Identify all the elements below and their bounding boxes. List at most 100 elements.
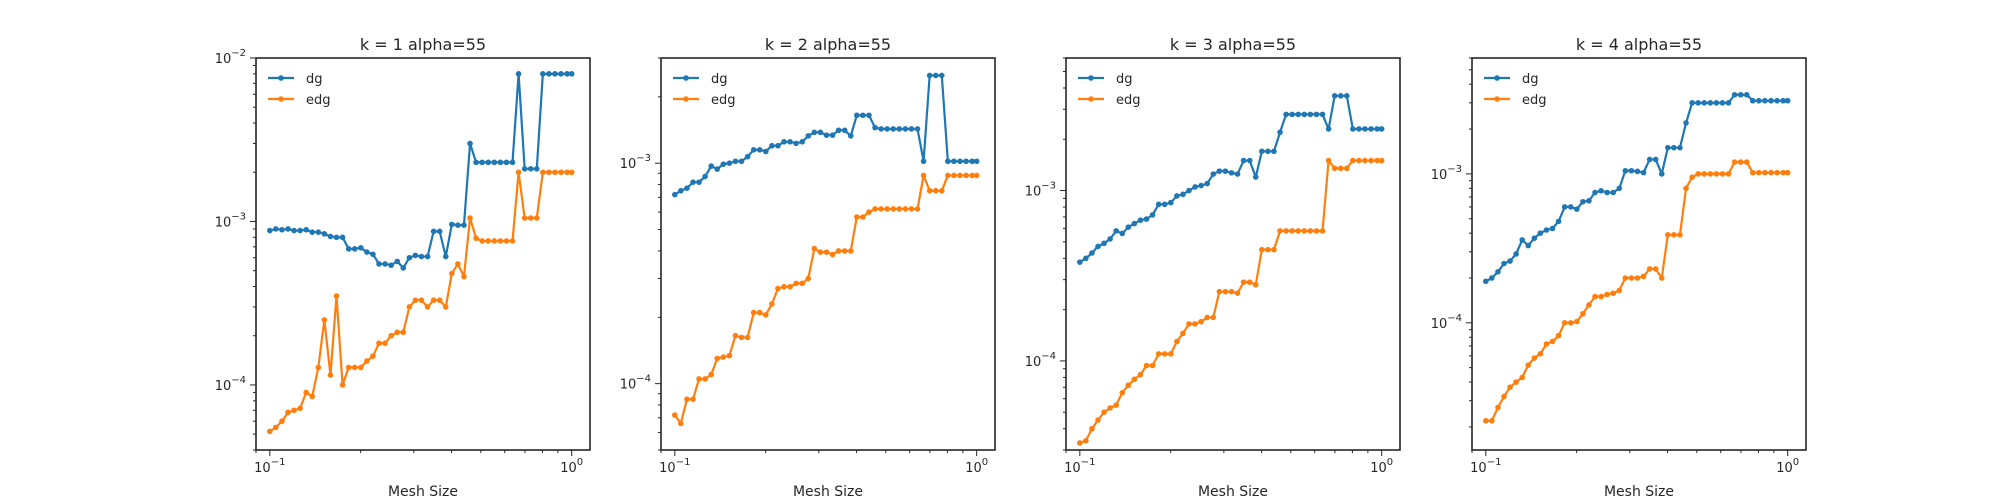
plot-frame <box>660 57 996 451</box>
legend-marker-edg <box>1494 96 1500 102</box>
data-point-edg <box>400 329 407 336</box>
y-tick-label-0-0: 10−4 <box>215 375 246 394</box>
data-point-dg <box>406 254 413 261</box>
data-point-dg <box>823 132 830 138</box>
data-point-dg <box>1283 111 1289 118</box>
data-point-dg <box>382 261 388 267</box>
data-point-dg <box>1567 204 1574 210</box>
chart-title: k = 2 alpha=55 <box>765 35 891 54</box>
legend-label-edg: edg <box>711 93 736 108</box>
data-point-dg <box>805 133 812 139</box>
data-point-dg <box>708 163 715 169</box>
data-point-edg <box>672 412 678 418</box>
data-point-edg <box>945 172 951 179</box>
data-point-edg <box>1519 374 1526 381</box>
data-point-edg <box>1210 314 1217 321</box>
data-point-edg <box>424 304 431 310</box>
data-point-edg <box>297 405 303 412</box>
data-point-edg <box>1598 293 1604 300</box>
data-point-dg <box>1634 168 1641 175</box>
data-point-dg <box>540 71 546 77</box>
data-point-dg <box>364 249 370 255</box>
data-point-dg <box>1784 97 1791 104</box>
data-point-edg <box>678 420 684 427</box>
data-point-dg <box>394 258 401 265</box>
data-point-edg <box>744 334 751 341</box>
data-point-dg <box>1131 220 1138 227</box>
data-point-dg <box>938 72 945 79</box>
data-point-edg <box>1259 246 1265 253</box>
legend-marker-dg <box>278 75 284 81</box>
data-point-edg <box>720 354 727 360</box>
data-point-dg <box>1222 168 1229 174</box>
data-point-dg <box>1495 269 1501 275</box>
data-point-dg <box>333 234 340 241</box>
data-point-edg <box>1252 281 1259 288</box>
legend-label-edg: edg <box>306 93 331 108</box>
data-point-dg <box>1228 170 1235 176</box>
data-point-dg <box>1622 167 1629 174</box>
data-point-edg <box>1216 288 1223 295</box>
x-tick-label-3-1: 100 <box>1776 457 1799 476</box>
data-point-edg <box>418 297 425 303</box>
data-point-dg <box>951 158 957 165</box>
data-point-edg <box>1543 341 1550 347</box>
data-point-edg <box>1695 171 1701 177</box>
data-point-dg <box>714 166 721 172</box>
data-point-edg <box>902 206 909 212</box>
data-point-dg <box>267 227 273 234</box>
data-point-dg <box>738 158 745 165</box>
data-point-edg <box>309 393 316 400</box>
data-point-edg <box>1768 169 1774 176</box>
data-point-edg <box>1561 320 1568 326</box>
data-point-dg <box>1689 100 1695 106</box>
data-point-edg <box>1725 171 1732 177</box>
data-point-edg <box>303 389 310 396</box>
data-point-dg <box>1246 157 1253 164</box>
data-point-dg <box>345 246 352 252</box>
data-point-edg <box>1701 171 1708 177</box>
data-point-dg <box>945 158 951 165</box>
data-point-edg <box>1689 174 1695 181</box>
data-point-dg <box>568 71 575 77</box>
data-point-edg <box>1483 417 1489 424</box>
data-point-dg <box>1574 206 1580 212</box>
data-point-edg <box>1683 185 1689 192</box>
data-point-dg <box>1077 259 1083 265</box>
data-point-edg <box>769 301 775 307</box>
data-point-edg <box>908 206 915 212</box>
data-point-edg <box>738 334 745 341</box>
data-point-dg <box>1780 97 1786 104</box>
data-point-dg <box>866 112 872 119</box>
data-point-dg <box>1737 91 1744 98</box>
data-point-dg <box>1671 144 1677 151</box>
data-point-edg <box>926 187 933 194</box>
data-point-dg <box>1083 255 1089 262</box>
data-point-edg <box>533 215 540 221</box>
data-point-dg <box>1713 100 1720 106</box>
data-point-edg <box>1204 314 1211 321</box>
data-point-dg <box>1265 148 1271 155</box>
data-point-edg <box>1604 291 1610 298</box>
data-point-dg <box>339 234 346 241</box>
data-point-edg <box>896 206 903 212</box>
data-point-dg <box>1240 157 1247 164</box>
data-point-dg <box>1161 201 1168 208</box>
data-point-dg <box>793 140 799 147</box>
data-point-edg <box>1537 350 1544 357</box>
legend-marker-edg <box>683 96 689 102</box>
data-point-dg <box>702 173 708 180</box>
data-point-dg <box>1756 97 1762 104</box>
data-point-dg <box>315 229 322 235</box>
data-point-edg <box>1658 275 1665 281</box>
data-point-dg <box>370 251 376 258</box>
data-point-dg <box>1119 230 1126 237</box>
data-point-dg <box>1216 168 1223 174</box>
y-tick-label-1-1: 10−3 <box>620 153 651 172</box>
data-point-edg <box>799 280 806 287</box>
data-point-edg <box>1325 157 1332 164</box>
data-point-edg <box>690 396 696 402</box>
data-point-dg <box>467 140 473 147</box>
data-point-dg <box>1374 126 1380 132</box>
